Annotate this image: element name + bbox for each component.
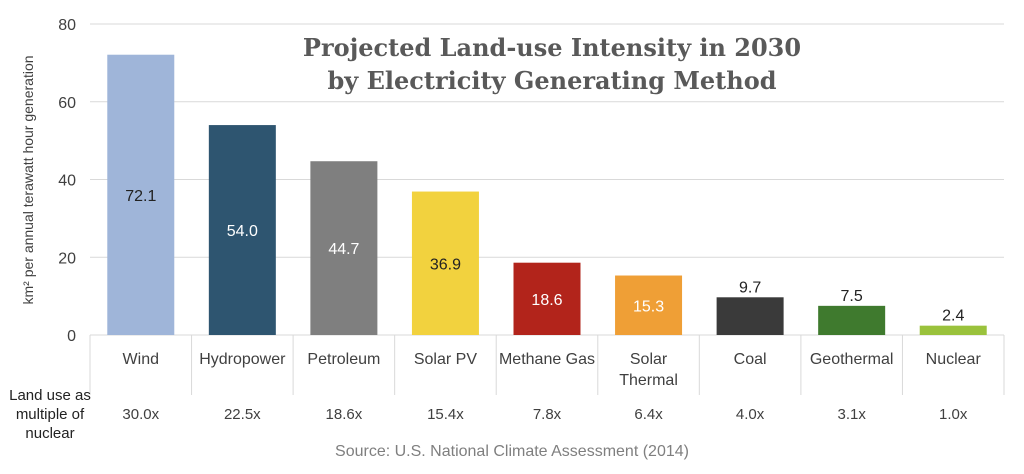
bar [513,262,581,335]
category-axis: Wind Hydropower Petroleum Solar PV Methane G… [89,335,1005,395]
multiple-row-label-line-2: multiple of [16,406,85,423]
bar [919,325,987,335]
multiple-of-nuclear-value: 1.0x [939,406,968,423]
category-label: Methane Gas [499,351,595,368]
y-axis: 0 20 40 60 80 [58,17,76,345]
bars: 72.1 54.0 44.7 36.9 18.6 15.3 9.7 7.5 2.4 [107,54,987,336]
category-label: Nuclear [926,351,982,368]
bar-value-label: 15.3 [633,298,664,315]
bar-value-label: 72.1 [125,188,156,205]
multiple-of-nuclear-value: 30.0x [122,406,159,423]
y-tick-label: 60 [58,95,76,112]
category-label: Solar PV [414,351,477,368]
y-tick-label: 0 [67,328,76,345]
multiple-of-nuclear-value: 3.1x [837,406,866,423]
bar-value-label: 54.0 [227,223,258,240]
bar-value-label: 9.7 [739,279,761,296]
bar [411,191,479,335]
bar [208,125,276,335]
multiple-of-nuclear-value: 4.0x [736,406,765,423]
bar [107,54,175,336]
multiple-of-nuclear-value: 22.5x [224,406,261,423]
category-label: Solar [630,351,668,368]
source-note: Source: U.S. National Climate Assessment… [335,443,689,460]
y-tick-label: 20 [58,250,76,267]
y-axis-label: km² per annual terawatt hour generation [20,55,36,304]
bar-value-label: 18.6 [531,292,562,309]
multiple-of-nuclear-value: 6.4x [634,406,663,423]
multiple-of-nuclear-value: 7.8x [533,406,562,423]
chart-title-line-1: Projected Land-use Intensity in 2030 [303,33,801,62]
category-label: Thermal [619,372,678,389]
bar-value-label: 2.4 [942,308,964,325]
bar-value-label: 44.7 [328,241,359,258]
multiples-row: 30.0x 22.5x 18.6x 15.4x 7.8x 6.4x 4.0x 3.1x 1.0x [122,406,967,423]
bar-value-label: 36.9 [430,256,461,273]
y-tick-label: 80 [58,17,76,34]
multiple-row-label-line-3: nuclear [25,425,74,442]
bar-value-label: 7.5 [841,288,863,305]
category-label: Coal [734,351,767,368]
bar [615,275,683,335]
category-label: Geothermal [810,351,894,368]
multiple-of-nuclear-value: 15.4x [427,406,464,423]
y-tick-label: 40 [58,173,76,190]
category-label: Wind [123,351,159,368]
bar [716,297,784,335]
bar [310,161,378,335]
chart-title-line-2: by Electricity Generating Method [328,66,777,95]
multiple-row-label-line-1: Land use as [9,387,91,404]
category-label: Petroleum [307,351,380,368]
multiple-of-nuclear-value: 18.6x [326,406,363,423]
bar [818,305,886,335]
category-label: Hydropower [199,351,286,368]
